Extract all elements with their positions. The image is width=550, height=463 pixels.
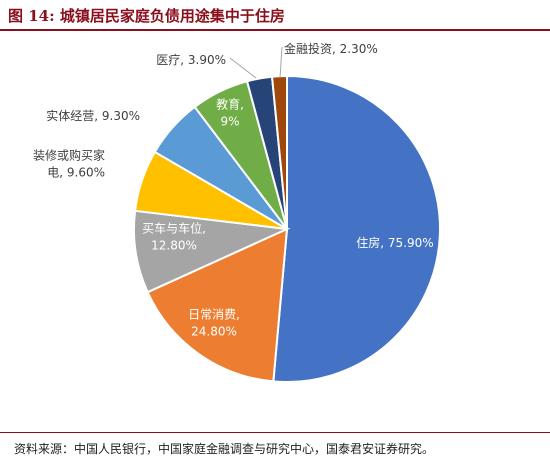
- slice-label-line: 住房, 75.90%: [356, 235, 433, 250]
- slice-label-line: 24.80%: [191, 325, 237, 339]
- slice-data-label: 住房, 75.90%: [356, 235, 433, 250]
- figure-title: 图 14: 城镇居民家庭负债用途集中于住房: [8, 7, 285, 25]
- slice-data-label: 金融投资, 2.30%: [284, 41, 378, 56]
- slice-data-label: 装修或购买家电, 9.60%: [33, 148, 105, 180]
- slice-label-line: 电, 9.60%: [47, 166, 105, 180]
- slice-label-line: 教育,: [216, 97, 244, 112]
- slice-label-line: 日常消费,: [188, 308, 240, 322]
- footer-divider: [0, 432, 550, 433]
- slice-data-label: 买车与车位, 12.80%: [142, 221, 206, 253]
- slice-label-line: 医疗, 3.90%: [156, 53, 226, 67]
- title-bar: 图 14: 城镇居民家庭负债用途集中于住房: [0, 0, 550, 30]
- pie-slice: [146, 227, 289, 383]
- leader-line: [229, 57, 257, 79]
- pie-slice: [272, 74, 441, 383]
- pie-slice: [133, 209, 291, 294]
- slice-label-line: 买车与车位,: [142, 221, 206, 236]
- title-divider: [0, 29, 550, 31]
- pie-slice: [270, 74, 288, 230]
- pie-chart: 住房, 75.90% 日常消费, 24.80% 买车与车位, 12.80% 装修或购买家电…: [33, 41, 441, 383]
- slice-label-line: 实体经营, 9.30%: [46, 108, 140, 123]
- slice-label-line: 9%: [220, 115, 239, 129]
- slice-data-label: 医疗, 3.90%: [156, 53, 226, 67]
- slice-data-label: 教育, 9%: [216, 97, 244, 129]
- leader-line: [279, 46, 283, 79]
- slice-data-label: 日常消费, 24.80%: [188, 308, 240, 339]
- slice-data-label: 实体经营, 9.30%: [46, 108, 140, 123]
- slice-label-line: 装修或购买家: [33, 148, 105, 163]
- slice-label-line: 金融投资, 2.30%: [284, 41, 378, 56]
- slice-label-line: 12.80%: [151, 239, 197, 253]
- source-note: 资料来源：中国人民银行，中国家庭金融调查与研究中心，国泰君安证券研究。: [14, 442, 435, 456]
